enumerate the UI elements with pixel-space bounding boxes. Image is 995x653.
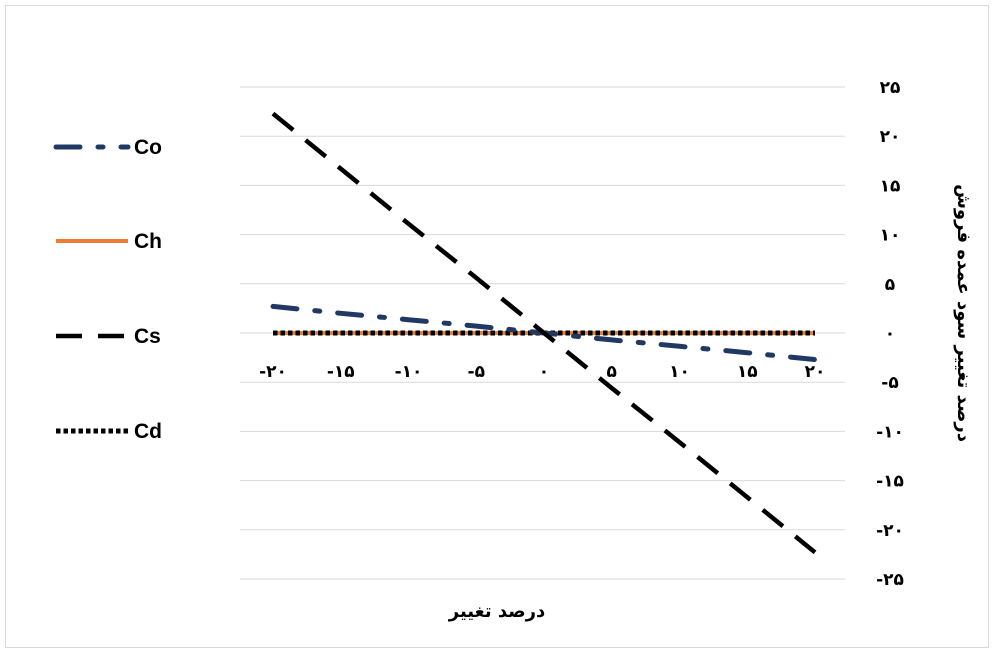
y-tick-label: ۱۵ — [880, 176, 901, 196]
legend: Co Ch Cs Cd — [53, 136, 162, 443]
chart-frame — [5, 5, 989, 648]
x-tick-labels: -۲۰ -۱۵ -۱۰ -۵ ۰ ۵ ۱۰ ۱۵ ۲۰ — [259, 362, 825, 382]
x-tick-label: -۲۰ — [259, 362, 287, 382]
x-tick-label: ۱۵ — [737, 362, 758, 382]
x-tick-label: -۱۰ — [395, 362, 423, 382]
y-tick-labels: ۲۵ ۲۰ ۱۵ ۱۰ ۵ ۰ -۵ -۱۰ -۱۵ -۲۰ -۲۵ — [876, 78, 904, 590]
x-tick-label: ۲۰ — [805, 362, 826, 382]
x-axis-title: درصد تغییر — [448, 601, 545, 622]
x-tick-label: -۵ — [468, 362, 485, 382]
legend-label-ch: Ch — [134, 230, 162, 253]
legend-label-co: Co — [134, 136, 162, 159]
y-tick-label: -۲۰ — [876, 521, 904, 541]
y-axis-title: درصد تغییر سود عمده فروش — [953, 184, 974, 442]
y-tick-label: ۵ — [885, 275, 895, 295]
y-tick-label: ۰ — [885, 324, 895, 344]
y-tick-label: ۲۰ — [880, 127, 901, 147]
series-line-cs — [271, 111, 817, 555]
y-tick-label: -۱۰ — [876, 422, 904, 442]
legend-label-cs: Cs — [134, 325, 161, 348]
x-tick-label: ۵ — [607, 362, 617, 382]
x-tick-label: ۰ — [539, 362, 549, 382]
series-layer — [270, 111, 818, 555]
y-tick-label: ۲۵ — [880, 78, 901, 98]
x-tick-label: -۱۵ — [327, 362, 355, 382]
x-tick-label: ۱۰ — [669, 362, 690, 382]
y-tick-label: -۵ — [881, 373, 898, 393]
y-tick-label: -۲۵ — [876, 570, 904, 590]
y-tick-label: -۱۵ — [876, 472, 904, 492]
legend-label-cd: Cd — [134, 420, 162, 443]
y-tick-label: ۱۰ — [880, 226, 901, 246]
